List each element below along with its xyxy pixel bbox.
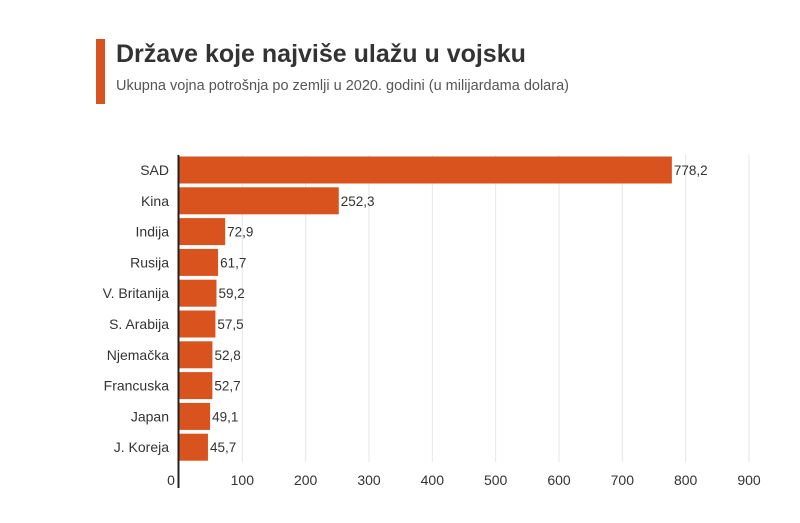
chart-title: Države koje najviše ulažu u vojsku [116, 40, 526, 68]
bar-7 [179, 372, 213, 400]
x-tick-label-400: 400 [421, 472, 445, 488]
category-label-2: Indija [136, 224, 170, 240]
category-label-0: SAD [140, 162, 169, 178]
x-tick-label-0: 0 [167, 472, 175, 488]
value-label-8: 49,1 [212, 409, 238, 424]
bar-3 [179, 248, 219, 276]
category-label-6: Njemačka [107, 347, 169, 363]
x-tick-label-700: 700 [611, 472, 635, 488]
bar-8 [179, 402, 211, 430]
category-label-7: Francuska [104, 378, 170, 394]
value-label-2: 72,9 [227, 225, 253, 240]
x-tick-label-900: 900 [737, 472, 761, 488]
category-label-5: S. Arabija [109, 316, 169, 332]
category-label-9: J. Koreja [114, 439, 169, 455]
value-label-3: 61,7 [220, 255, 246, 270]
category-label-4: V. Britanija [103, 285, 170, 301]
value-label-0: 778,2 [674, 163, 708, 178]
bar-9 [179, 433, 208, 461]
value-label-1: 252,3 [341, 194, 375, 209]
category-label-1: Kina [141, 193, 169, 209]
value-label-4: 59,2 [218, 286, 244, 301]
category-label-8: Japan [131, 408, 169, 424]
bar-6 [179, 341, 213, 369]
x-tick-label-800: 800 [674, 472, 698, 488]
x-tick-label-500: 500 [484, 472, 508, 488]
title-accent-bar [96, 39, 105, 104]
value-label-9: 45,7 [210, 440, 236, 455]
bar-5 [179, 310, 216, 338]
bar-2 [179, 218, 226, 246]
x-tick-label-200: 200 [294, 472, 318, 488]
bar-4 [179, 279, 217, 307]
value-label-6: 52,8 [214, 348, 240, 363]
bar-1 [179, 187, 339, 215]
x-tick-label-300: 300 [357, 472, 381, 488]
x-tick-label-100: 100 [231, 472, 255, 488]
value-label-5: 57,5 [217, 317, 243, 332]
category-label-3: Rusija [130, 254, 169, 270]
value-label-7: 52,7 [214, 379, 240, 394]
bar-0 [179, 156, 672, 184]
chart-subtitle: Ukupna vojna potrošnja po zemlji u 2020.… [116, 78, 569, 94]
x-tick-label-600: 600 [547, 472, 571, 488]
